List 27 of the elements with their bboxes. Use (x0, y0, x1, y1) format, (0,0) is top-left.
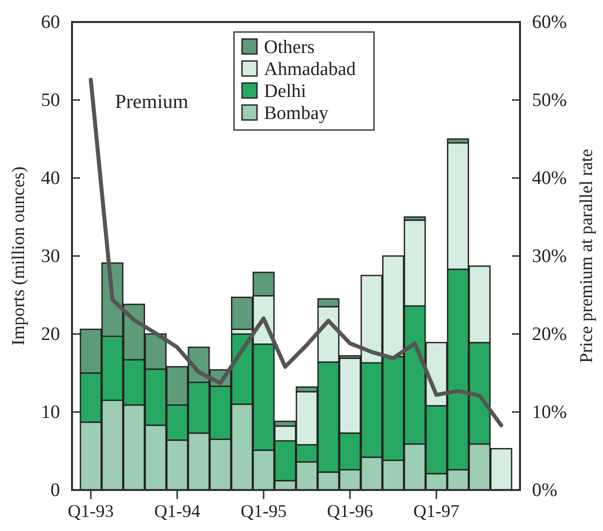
legend-label: Ahmadabad (264, 59, 356, 80)
x-tick-label: Q1-96 (327, 500, 373, 521)
y-tick-label: 20 (41, 324, 60, 346)
x-tick-label: Q1-97 (413, 500, 460, 521)
y2-tick-label: 50% (532, 90, 567, 112)
x-tick-label: Q1-93 (68, 500, 114, 521)
y-tick-label: 0 (50, 480, 60, 502)
x-tick-label: Q1-94 (154, 500, 200, 521)
y2-tick-label: 0% (532, 480, 558, 502)
annotation: Premium (115, 91, 189, 113)
y-tick-label: 40 (41, 168, 60, 190)
y-tick-label: 10 (41, 402, 60, 424)
x-tick-label: Q1-95 (240, 500, 287, 521)
y-tick-label: 60 (41, 12, 60, 34)
y2-tick-label: 60% (532, 12, 567, 34)
y2-tick-label: 30% (532, 246, 567, 268)
line-series (88, 78, 504, 428)
y2-tick-label: 20% (532, 324, 567, 346)
y-axis-title: Imports (million ounces) (8, 166, 28, 346)
legend-label: Bombay (264, 103, 329, 124)
y2-tick-label: 10% (532, 402, 567, 424)
y-tick-label: 50 (41, 90, 60, 112)
legend-label: Others (264, 37, 315, 58)
y2-axis-title: Price premium at parallel rate (576, 149, 596, 363)
y-tick-label: 30 (41, 246, 60, 268)
legend-label: Delhi (264, 81, 306, 102)
y2-tick-label: 40% (532, 168, 567, 190)
